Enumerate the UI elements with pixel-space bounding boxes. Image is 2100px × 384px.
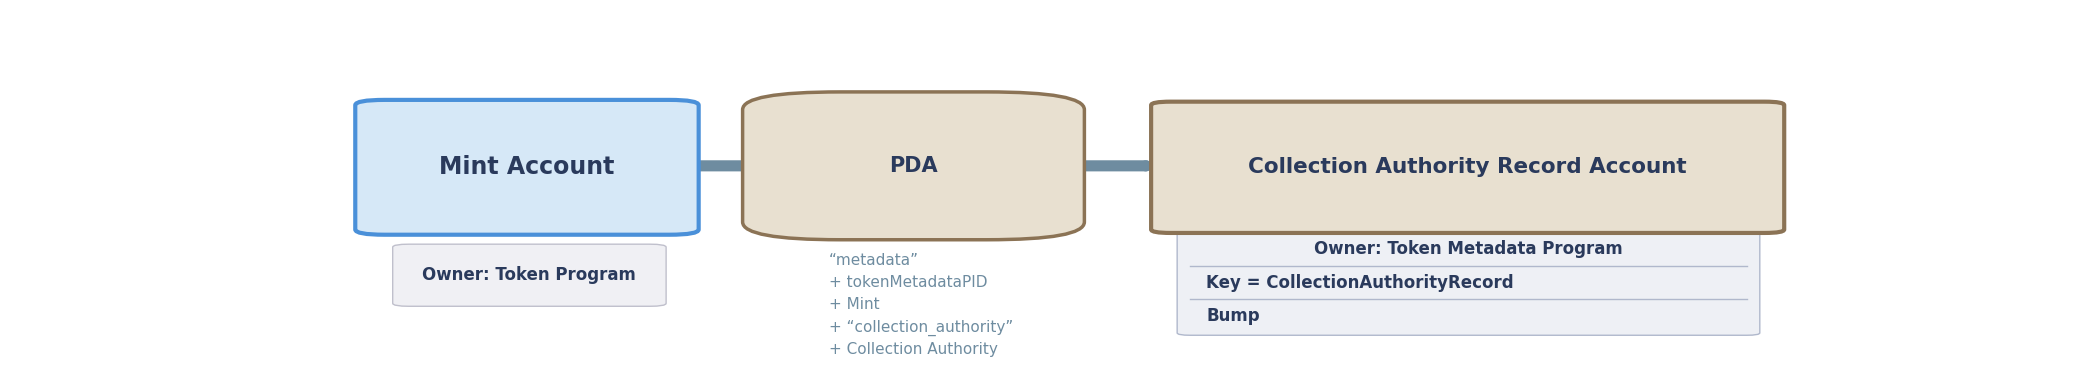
Text: + Mint: + Mint <box>830 298 880 313</box>
Text: Bump: Bump <box>1205 307 1260 325</box>
Text: + Collection Authority: + Collection Authority <box>830 342 997 357</box>
FancyBboxPatch shape <box>1151 102 1785 233</box>
Text: + tokenMetadataPID: + tokenMetadataPID <box>830 275 987 290</box>
FancyBboxPatch shape <box>1191 266 1747 300</box>
FancyBboxPatch shape <box>1178 230 1760 335</box>
Text: PDA: PDA <box>888 156 939 176</box>
Text: Owner: Token Metadata Program: Owner: Token Metadata Program <box>1315 240 1623 258</box>
Text: “metadata”: “metadata” <box>830 253 920 268</box>
Text: Key = CollectionAuthorityRecord: Key = CollectionAuthorityRecord <box>1205 274 1514 291</box>
FancyBboxPatch shape <box>1191 300 1747 333</box>
FancyBboxPatch shape <box>1191 232 1747 266</box>
Text: Collection Authority Record Account: Collection Authority Record Account <box>1247 157 1686 177</box>
FancyBboxPatch shape <box>393 244 666 306</box>
FancyBboxPatch shape <box>743 92 1084 240</box>
Text: + “collection_authority”: + “collection_authority” <box>830 319 1012 336</box>
Text: Owner: Token Program: Owner: Token Program <box>422 266 636 284</box>
Text: Mint Account: Mint Account <box>439 155 615 179</box>
FancyBboxPatch shape <box>355 100 699 235</box>
